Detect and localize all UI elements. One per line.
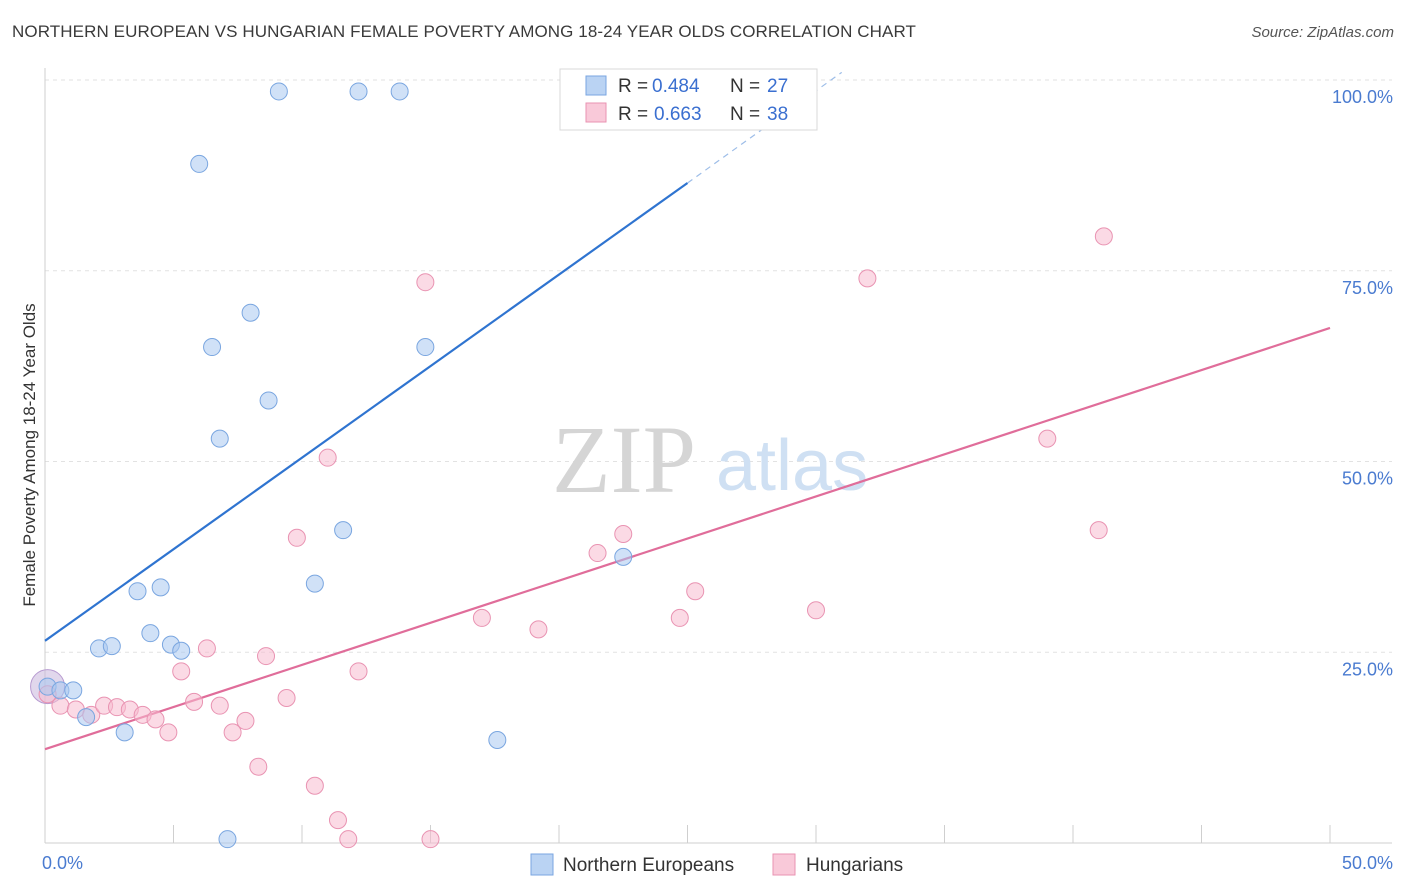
legend-r-value-1: 0.663 — [654, 104, 702, 125]
point-s1-8 — [146, 710, 165, 729]
y-tick-label-25: 25.0% — [1342, 659, 1393, 679]
y-axis-label: Female Poverty Among 18-24 Year Olds — [20, 303, 39, 606]
point-s1-17 — [257, 647, 276, 666]
legend-n-label-0: N = — [730, 76, 760, 97]
point-s0-14 — [210, 429, 229, 448]
point-s1-30 — [614, 524, 633, 543]
watermark-atlas: atlas — [716, 426, 868, 506]
legend-swatch-northern-europeans — [585, 75, 607, 96]
trend-line-1 — [44, 326, 1331, 751]
legend-swatch-hungarians — [585, 102, 607, 123]
point-s1-34 — [858, 269, 877, 288]
point-s1-18 — [277, 689, 296, 708]
point-s1-19 — [287, 528, 306, 547]
bottom-legend-label-hungarians: Hungarians — [806, 855, 903, 876]
point-s1-29 — [588, 544, 607, 563]
y-tick-label-50: 50.0% — [1342, 469, 1393, 489]
point-s0-16 — [241, 303, 260, 322]
chart-title: NORTHERN EUROPEAN VS HUNGARIAN FEMALE PO… — [12, 22, 917, 41]
point-s1-33 — [807, 601, 825, 620]
x-tick-label-min: 0.0% — [42, 853, 83, 873]
point-s1-12 — [197, 639, 216, 658]
tick-labels: 25.0% 50.0% 75.0% 100.0% 0.0% 50.0% — [42, 87, 1393, 873]
point-s0-11 — [172, 641, 191, 660]
point-s0-23 — [416, 338, 435, 357]
point-s0-25 — [614, 547, 633, 566]
point-s0-22 — [390, 82, 409, 101]
legend: R = 0.484 N = 27 R = 0.663 N = 38 — [559, 68, 818, 131]
y-tick-label-75: 75.0% — [1342, 278, 1393, 298]
point-s1-32 — [686, 582, 705, 601]
point-s0-17 — [259, 391, 278, 410]
bottom-legend-label-northern-europeans: Northern Europeans — [563, 855, 734, 876]
point-s0-13 — [203, 338, 222, 357]
point-s1-20 — [305, 776, 324, 795]
legend-r-label-0: R = — [618, 76, 648, 97]
grid-lines — [45, 79, 1392, 653]
point-s1-1 — [51, 696, 70, 715]
point-s1-15 — [236, 711, 255, 730]
point-s0-2 — [64, 681, 83, 700]
source-label: Source: ZipAtlas.com — [1251, 24, 1394, 41]
point-s1-23 — [339, 830, 358, 849]
point-s1-21 — [318, 448, 337, 467]
point-s1-10 — [172, 662, 191, 681]
trend-line-0 — [44, 182, 689, 642]
legend-r-label-1: R = — [618, 104, 648, 125]
point-s1-26 — [421, 830, 440, 849]
point-s1-25 — [416, 273, 435, 292]
point-s1-31 — [670, 608, 689, 627]
legend-n-value-1: 38 — [767, 104, 788, 125]
point-s1-11 — [185, 692, 204, 711]
bottom-legend: Northern Europeans Hungarians — [530, 853, 903, 876]
point-s0-15 — [218, 830, 237, 849]
legend-n-value-0: 27 — [767, 76, 788, 97]
axes — [44, 68, 1392, 844]
point-s0-8 — [141, 624, 160, 643]
watermark-zip: ZIP — [552, 406, 696, 513]
watermark: ZIP atlas — [552, 406, 868, 513]
point-s1-27 — [472, 608, 491, 627]
point-s1-9 — [159, 723, 178, 742]
point-s0-12 — [190, 154, 209, 173]
point-s1-37 — [1094, 227, 1113, 246]
legend-r-value-0: 0.484 — [652, 76, 700, 97]
data-points — [30, 82, 1113, 849]
point-s1-35 — [1038, 429, 1057, 448]
y-tick-label-100: 100.0% — [1332, 87, 1393, 107]
point-s1-24 — [349, 662, 368, 681]
legend-n-label-1: N = — [730, 104, 760, 125]
bottom-legend-swatch-northern-europeans — [530, 853, 554, 876]
point-s0-20 — [334, 521, 353, 540]
point-s1-28 — [529, 620, 548, 639]
point-s0-24 — [488, 730, 507, 749]
point-s0-19 — [305, 574, 324, 593]
point-s0-3 — [77, 708, 96, 727]
bottom-legend-swatch-hungarians — [772, 853, 796, 876]
point-s1-36 — [1089, 521, 1108, 540]
point-s1-13 — [210, 696, 229, 715]
point-s0-6 — [115, 723, 134, 742]
x-tick-label-max: 50.0% — [1342, 853, 1393, 873]
point-s0-5 — [102, 637, 121, 656]
point-s0-18 — [269, 82, 288, 101]
point-s1-14 — [223, 723, 242, 742]
point-s1-16 — [249, 757, 268, 776]
point-s1-22 — [328, 811, 347, 830]
point-s0-7 — [128, 582, 147, 601]
point-s0-9 — [151, 578, 170, 597]
point-s0-21 — [349, 82, 368, 101]
